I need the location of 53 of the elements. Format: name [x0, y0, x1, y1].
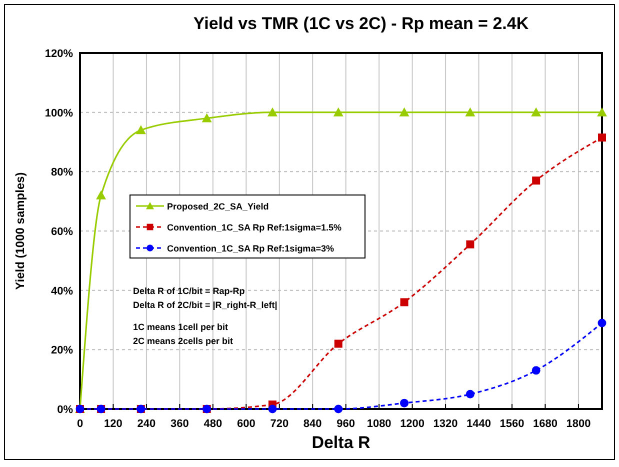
y-tick-label: 100%: [44, 107, 74, 120]
point: [532, 176, 540, 185]
annotation: Delta R of 2C/bit = |R_right-R_left|: [133, 300, 278, 310]
point: [466, 240, 474, 248]
point: [531, 107, 542, 116]
legend-label: Convention_1C_SA Rp Ref:1sigma=3%: [167, 244, 334, 254]
annotation: 1C means 1cell per bit: [133, 322, 228, 332]
point: [598, 134, 606, 142]
y-tick-label: 60%: [50, 226, 74, 238]
x-tick-label: 360: [170, 418, 189, 430]
y-tick-label: 120%: [44, 48, 74, 60]
point: [136, 125, 146, 134]
x-tick-label: 1800: [566, 418, 591, 430]
y-tick-label: 80%: [50, 166, 74, 179]
x-tick-label: 1560: [500, 418, 524, 430]
annotation: Delta R of 1C/bit = Rap-Rp: [133, 286, 246, 296]
point: [400, 298, 408, 306]
point: [334, 340, 342, 348]
x-tick-label: 0: [76, 418, 84, 430]
x-tick-label: 840: [303, 418, 322, 430]
legend-label: Convention_1C_SA Rp Ref:1sigma=1.5%: [167, 222, 342, 232]
point: [202, 113, 212, 122]
y-tick-label: 20%: [50, 344, 74, 357]
x-tick-label: 720: [270, 418, 289, 430]
point: [399, 107, 410, 116]
x-tick-label: 480: [204, 418, 222, 430]
point: [597, 107, 607, 116]
y-tick-label: 40%: [50, 285, 74, 298]
x-tick-label: 1200: [400, 418, 425, 430]
point: [268, 404, 277, 414]
chart-title: Yield vs TMR (1C vs 2C) - Rp mean = 2.4K: [193, 14, 530, 33]
x-tick-label: 1680: [532, 418, 558, 430]
x-tick-label: 1440: [466, 418, 492, 430]
x-tick-label: 120: [104, 418, 122, 430]
y-axis-title: Yield (1000 samples): [13, 172, 27, 290]
point: [532, 366, 540, 375]
x-tick-label: 240: [137, 418, 156, 430]
point: [465, 107, 476, 116]
x-axis-title: Delta R: [312, 433, 370, 452]
point: [96, 190, 106, 200]
point: [400, 398, 409, 408]
legend-label: Proposed_2C_SA_Yield: [167, 202, 269, 212]
x-tick-label: 1080: [366, 418, 392, 430]
point: [598, 318, 606, 328]
point: [333, 107, 344, 116]
annotation: 2C means 2cells per bit: [133, 336, 234, 346]
x-tick-label: 600: [236, 418, 256, 430]
y-tick-label: 0%: [57, 404, 74, 416]
point: [334, 404, 343, 414]
point: [466, 390, 474, 398]
x-tick-label: 1320: [433, 418, 458, 430]
x-tick-label: 960: [336, 418, 356, 430]
point: [267, 107, 278, 116]
